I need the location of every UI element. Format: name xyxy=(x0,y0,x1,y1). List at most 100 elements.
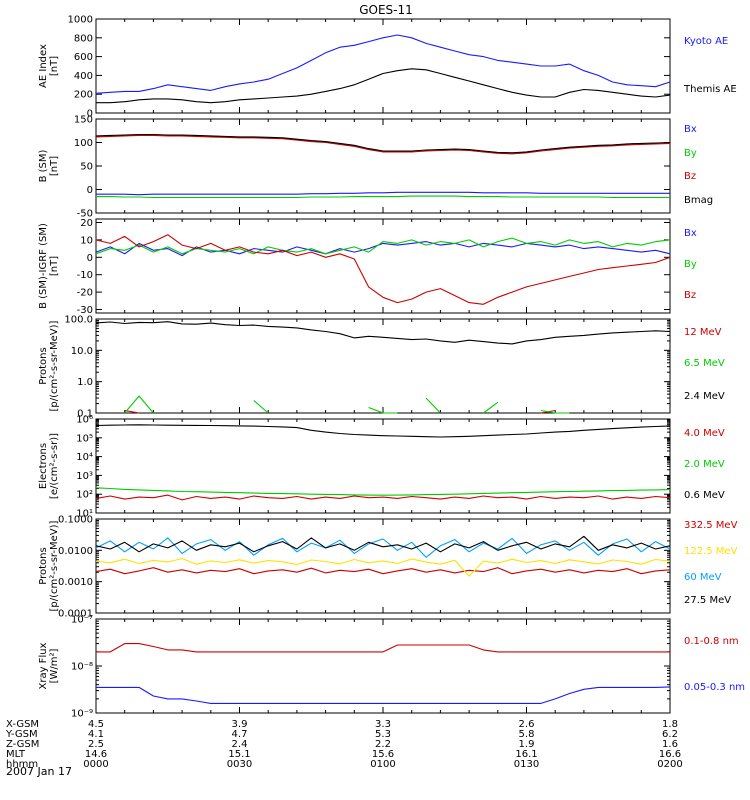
y-axis-label: [e/(cm²-s-sr)] xyxy=(49,433,60,499)
y-tick-label: 50 xyxy=(80,162,93,173)
x-row-label: hhmm xyxy=(6,759,38,770)
y-tick-label: 0.0100 xyxy=(58,546,93,557)
series-2-0-mev xyxy=(95,487,671,496)
y-tick-label: -20 xyxy=(77,288,93,299)
legend-4-0-mev: 4.0 MeV xyxy=(684,428,725,439)
legend-themis-ae: Themis AE xyxy=(683,84,737,95)
y-axis-label: Electrons xyxy=(38,443,49,489)
x-tick-value: 1.6 xyxy=(662,739,678,750)
y-tick-label: 1000 xyxy=(68,15,93,26)
y-tick-label: 10⁻⁸ xyxy=(71,662,93,673)
x-tick-value: 2.5 xyxy=(88,739,104,750)
y-tick-label: 800 xyxy=(74,33,93,44)
y-axis-label: AE Index xyxy=(38,44,49,88)
x-tick-value: 4.1 xyxy=(88,729,104,740)
y-tick-label: 0 xyxy=(87,109,93,120)
legend-6-5-mev: 6.5 MeV xyxy=(684,358,725,369)
y-tick-label: 0 xyxy=(87,185,93,196)
legend-bz: Bz xyxy=(684,290,696,301)
y-tick-label: 0.1000 xyxy=(58,515,93,526)
y-tick-label: 200 xyxy=(74,90,93,101)
legend-0-6-mev: 0.6 MeV xyxy=(684,490,725,501)
y-tick-label: 0.0010 xyxy=(58,577,93,588)
legend-kyoto-ae: Kyoto AE xyxy=(684,36,728,47)
legend-122-5-mev: 122.5 MeV xyxy=(684,546,738,557)
series-4-0-mev xyxy=(95,494,671,501)
y-tick-label: -10 xyxy=(77,270,93,281)
legend-bx: Bx xyxy=(684,228,697,239)
panel-1: 0 200 400 600 800 1000 AE Index [nT] Kyoto AE The… xyxy=(38,15,737,120)
y-tick-label: 10¹ xyxy=(76,509,93,520)
y-tick-label: 1.0 xyxy=(77,377,93,388)
series-6-5-mev xyxy=(125,396,670,413)
legend-12-mev: 12 MeV xyxy=(684,327,722,338)
x-tick-value: 0030 xyxy=(227,759,252,770)
legend-0-1-0-8-nm: 0.1-0.8 nm xyxy=(684,636,739,647)
y-axis-label: [W/m²] xyxy=(49,648,60,683)
series-bz xyxy=(95,234,671,305)
legend-332-5-mev: 332.5 MeV xyxy=(684,520,738,531)
panel-frame xyxy=(95,118,671,214)
legend-2-4-mev: 2.4 MeV xyxy=(684,391,725,402)
y-axis-label: [nT] xyxy=(49,56,60,76)
series-themis-ae xyxy=(96,68,671,104)
series-by xyxy=(95,237,671,255)
y-axis-label: B (SM)-IGRF (SM) xyxy=(38,223,49,309)
legend-by: By xyxy=(684,259,697,270)
series-bx xyxy=(96,191,670,196)
legend-bmag: Bmag xyxy=(684,195,713,206)
y-tick-label: 10⁴ xyxy=(76,452,93,463)
y-tick-label: 10² xyxy=(76,490,93,501)
panel-4: 0.1 1.0 10.0 100.0 Protons [p/(cm²-s-sr-MeV)]… xyxy=(38,315,725,420)
y-tick-label: 10⁵ xyxy=(76,433,93,444)
panel-5: 10¹ 10² 10³ 10⁴ 10⁵ 10⁶ Electrons [e/(cm²-s-sr)… xyxy=(38,415,725,520)
y-tick-label: -50 xyxy=(77,209,93,220)
x-tick-value: 1.9 xyxy=(519,739,535,750)
y-tick-label: -30 xyxy=(77,305,93,316)
y-tick-label: 10⁻⁹ xyxy=(71,709,93,720)
y-axis-label: Protons xyxy=(38,547,49,584)
panel-frame xyxy=(95,218,671,314)
x-tick-value: 0100 xyxy=(370,759,395,770)
y-tick-label: 10.0 xyxy=(71,346,93,357)
y-axis-label: B (SM) xyxy=(38,149,49,182)
x-tick-value: 2.2 xyxy=(375,739,391,750)
panel-3: -30 -20 -10 0 10 20 B (SM)-IGRF (SM) [nT] Bx By Bz xyxy=(38,218,697,316)
x-tick-value: 14.6 xyxy=(85,749,107,760)
legend-by: By xyxy=(684,148,697,159)
y-axis-label: [p/(cm²-s-sr-MeV)] xyxy=(49,520,60,611)
x-tick-value: 0200 xyxy=(657,759,682,770)
x-tick-value: 5.8 xyxy=(519,729,535,740)
legend-27-5-mev: 27.5 MeV xyxy=(684,595,731,606)
y-tick-label: 150 xyxy=(74,115,93,126)
date-label: 2007 Jan 17 xyxy=(6,765,72,778)
x-tick-value: 15.1 xyxy=(228,749,250,760)
series-kyoto-ae xyxy=(95,34,671,94)
x-tick-value: 16.6 xyxy=(659,749,681,760)
y-tick-label: 10³ xyxy=(76,471,93,482)
y-tick-label: 10 xyxy=(80,235,93,246)
y-tick-label: 100.0 xyxy=(64,315,93,326)
panel-7: 10⁻⁹ 10⁻⁸ 10⁻⁷ Xray Flux [W/m²] 0.1-0.8 nm 0.0… xyxy=(38,615,745,720)
panel-2: -50 0 50 100 150 B (SM) [nT] Bx By Bz Bmag xyxy=(38,115,713,220)
y-axis-label: [nT] xyxy=(49,156,60,176)
series-2-4-mev xyxy=(95,321,671,345)
legend-0-05-0-3-nm: 0.05-0.3 nm xyxy=(684,682,745,693)
x-row-label: Y-GSM xyxy=(5,729,38,740)
series-bz xyxy=(95,134,671,155)
y-tick-label: 100 xyxy=(74,138,93,149)
x-tick-value: 4.7 xyxy=(232,729,248,740)
panel-6: 0.0001 0.0010 0.0100 0.1000 Protons [p/(cm²-s… xyxy=(38,515,738,620)
legend-60-mev: 60 MeV xyxy=(684,572,722,583)
y-tick-label: 0 xyxy=(87,253,93,264)
figure-title: GOES-11 xyxy=(359,3,413,17)
x-row-label: Z-GSM xyxy=(6,739,39,750)
panel-frame xyxy=(95,318,671,414)
x-tick-value: 3.3 xyxy=(375,719,391,730)
series-bmag xyxy=(95,133,671,154)
x-tick-value: 4.5 xyxy=(88,719,104,730)
x-tick-value: 3.9 xyxy=(232,719,248,730)
x-tick-value: 1.8 xyxy=(662,719,678,730)
legend-bx: Bx xyxy=(684,124,697,135)
